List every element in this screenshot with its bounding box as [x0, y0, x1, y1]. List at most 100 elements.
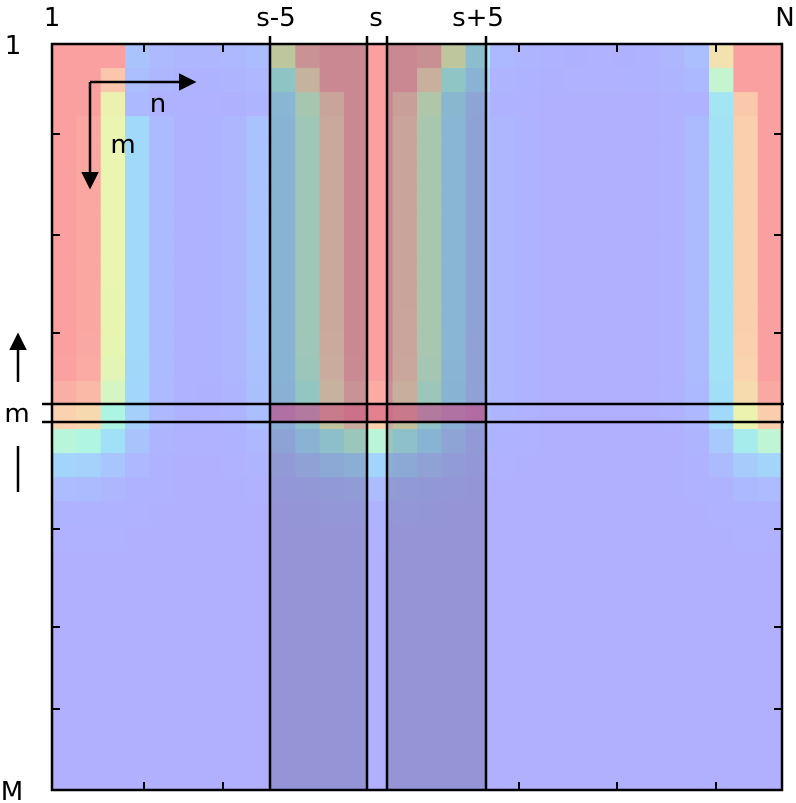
- heatmap-cell: [636, 645, 661, 671]
- heatmap-cell: [636, 116, 661, 141]
- heatmap-cell: [441, 332, 467, 358]
- label-left-m-big: M: [1, 777, 23, 803]
- heatmap-cell: [709, 765, 734, 790]
- heatmap-cell: [149, 140, 175, 165]
- heatmap-cell: [368, 308, 394, 334]
- heatmap-cell: [295, 140, 321, 165]
- heatmap-cell: [319, 308, 345, 334]
- heatmap-cell: [660, 549, 686, 575]
- heatmap-cell: [757, 308, 782, 334]
- heatmap-cell: [538, 404, 564, 430]
- heatmap-cell: [757, 549, 782, 575]
- heatmap-cell: [222, 116, 248, 141]
- heatmap-cell: [368, 44, 394, 69]
- heatmap-cell: [271, 116, 296, 141]
- heatmap-cell: [587, 429, 613, 454]
- heatmap-cell: [392, 116, 418, 141]
- label-arrow-m: m: [110, 130, 135, 160]
- heatmap-cell: [392, 68, 418, 93]
- heatmap-cell: [368, 356, 394, 382]
- heatmap-cell: [392, 380, 418, 406]
- heatmap-cell: [684, 308, 710, 334]
- heatmap-cell: [173, 140, 199, 165]
- heatmap-cell: [222, 332, 248, 358]
- heatmap-cell: [563, 116, 588, 141]
- heatmap-cell: [271, 477, 296, 502]
- heatmap-cell: [271, 188, 296, 214]
- heatmap-cell: [441, 44, 467, 69]
- heatmap-cell: [173, 549, 199, 575]
- heatmap-cell: [368, 477, 394, 502]
- heatmap-cell: [417, 308, 442, 334]
- heatmap-cell: [684, 140, 710, 165]
- heatmap-cell: [344, 669, 369, 695]
- heatmap-cell: [417, 332, 442, 358]
- heatmap-cell: [490, 717, 515, 743]
- heatmap-cell: [417, 621, 442, 647]
- heatmap-cell: [222, 573, 248, 599]
- heatmap-cell: [368, 332, 394, 358]
- heatmap-cell: [392, 308, 418, 334]
- heatmap-cell: [757, 284, 782, 310]
- heatmap-cell: [368, 116, 394, 141]
- heatmap-cell: [246, 765, 272, 790]
- heatmap-cell: [125, 549, 150, 575]
- heatmap-cell: [173, 308, 199, 334]
- heatmap-cell: [490, 236, 515, 262]
- heatmap-cell: [611, 525, 637, 550]
- heatmap-cell: [392, 693, 418, 719]
- heatmap-cell: [319, 453, 345, 478]
- heatmap-cell: [125, 380, 150, 406]
- heatmap-cell: [538, 308, 564, 334]
- heatmap-cell: [392, 140, 418, 165]
- heatmap-cell: [417, 717, 442, 743]
- heatmap-cell: [246, 621, 272, 647]
- heatmap-cell: [246, 188, 272, 214]
- heatmap-cell: [538, 645, 564, 671]
- heatmap-cell: [344, 44, 369, 69]
- heatmap-cell: [125, 260, 150, 286]
- heatmap-cell: [198, 645, 223, 671]
- heatmap-cell: [660, 380, 686, 406]
- heatmap-cell: [173, 573, 199, 599]
- heatmap-cell: [246, 693, 272, 719]
- heatmap-cell: [344, 501, 369, 526]
- heatmap-cell: [319, 92, 345, 117]
- heatmap-cell: [52, 308, 77, 334]
- heatmap-cell: [52, 501, 77, 526]
- heatmap-cell: [52, 356, 77, 382]
- heatmap-cell: [198, 477, 223, 502]
- heatmap-cell: [125, 92, 150, 117]
- heatmap-cell: [611, 260, 637, 286]
- heatmap-cell: [222, 92, 248, 117]
- heatmap-cell: [538, 501, 564, 526]
- heatmap-cell: [563, 284, 588, 310]
- heatmap-cell: [344, 549, 369, 575]
- heatmap-cell: [514, 236, 540, 262]
- heatmap-cell: [246, 717, 272, 743]
- heatmap-cell: [125, 477, 150, 502]
- heatmap-cell: [246, 44, 272, 69]
- heatmap-cell: [563, 92, 588, 117]
- heatmap-cell: [198, 212, 223, 238]
- heatmap-cell: [198, 669, 223, 695]
- heatmap-cell: [563, 404, 588, 430]
- heatmap-cell: [757, 44, 782, 69]
- heatmap-cell: [271, 260, 296, 286]
- heatmap-cell: [441, 140, 467, 165]
- heatmap-cell: [52, 116, 77, 141]
- heatmap-cell: [271, 573, 296, 599]
- heatmap-cell: [271, 669, 296, 695]
- heatmap-cell: [271, 621, 296, 647]
- heatmap-cell: [125, 188, 150, 214]
- heatmap-cell: [344, 717, 369, 743]
- heatmap-cell: [684, 717, 710, 743]
- heatmap-cell: [684, 693, 710, 719]
- heatmap-cell: [417, 453, 442, 478]
- heatmap-cell: [392, 260, 418, 286]
- heatmap-cell: [246, 549, 272, 575]
- heatmap-cell: [733, 549, 759, 575]
- heatmap-cell: [441, 308, 467, 334]
- heatmap-cell: [392, 669, 418, 695]
- heatmap-cell: [538, 356, 564, 382]
